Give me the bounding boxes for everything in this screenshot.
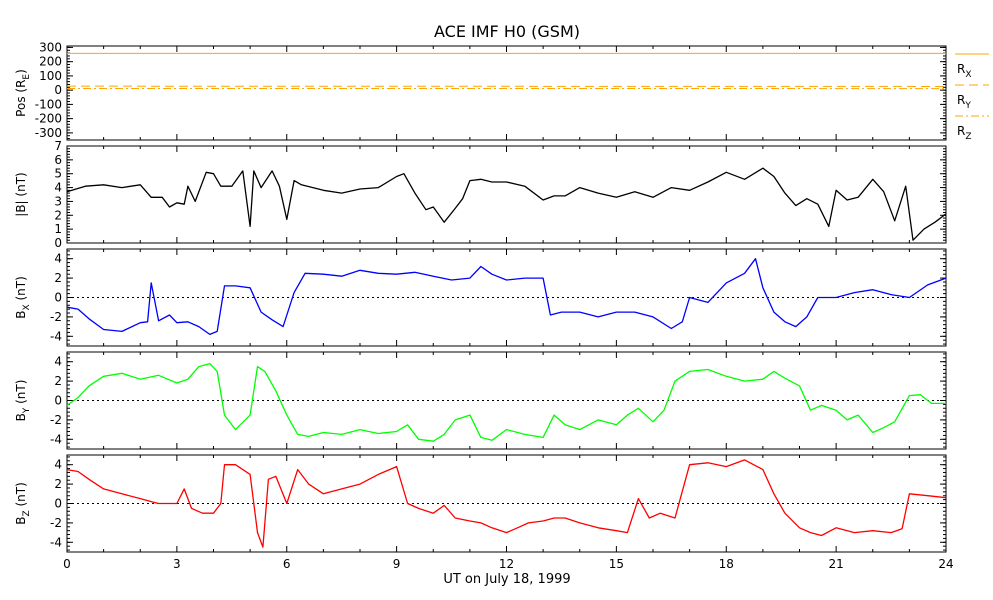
y-tick-label: -100 <box>35 97 62 111</box>
x-tick-label: 6 <box>283 557 291 571</box>
x-tick-label: 9 <box>393 557 401 571</box>
y-tick-label: -4 <box>50 432 62 446</box>
x-tick-label: 18 <box>719 557 734 571</box>
y-tick-label: 3 <box>54 194 62 208</box>
y-tick-label: -300 <box>35 126 62 140</box>
x-tick-label: 21 <box>828 557 843 571</box>
y-tick-label: 200 <box>39 55 62 69</box>
y-tick-label: 300 <box>39 40 62 54</box>
legend-label-RX: RX <box>957 62 972 80</box>
x-axis-label: UT on July 18, 1999 <box>443 572 570 587</box>
y-axis-label: BY (nT) <box>14 380 32 422</box>
y-tick-label: 6 <box>54 153 62 167</box>
series-btotal <box>66 167 947 241</box>
y-tick-label: 4 <box>54 355 62 369</box>
x-tick-label: 24 <box>938 557 953 571</box>
y-tick-label: 0 <box>54 236 62 250</box>
series-bz <box>66 459 947 548</box>
y-tick-label: 2 <box>54 208 62 222</box>
series-bx <box>66 258 947 336</box>
y-tick-label: 7 <box>54 139 62 153</box>
y-tick-label: -200 <box>35 112 62 126</box>
y-tick-label: 0 <box>54 497 62 511</box>
chart-title: ACE IMF H0 (GSM) <box>434 22 580 41</box>
y-tick-label: -4 <box>50 329 62 343</box>
y-tick-label: -2 <box>50 310 62 324</box>
series-by <box>66 362 946 442</box>
y-tick-label: 1 <box>54 222 62 236</box>
y-axis-label: BX (nT) <box>14 276 32 319</box>
x-tick-label: 0 <box>63 557 71 571</box>
y-tick-label: 2 <box>54 271 62 285</box>
y-axis-label: Pos (RE) <box>14 69 32 117</box>
y-tick-label: 0 <box>54 83 62 97</box>
y-tick-label: -4 <box>50 535 62 549</box>
panel-by: -4 -2 0 2 4 BY (nT) <box>14 351 947 450</box>
y-tick-label: 2 <box>54 374 62 388</box>
legend-label-RZ: RZ <box>957 124 972 142</box>
y-tick-label: 4 <box>54 458 62 472</box>
panel-frame <box>66 45 947 141</box>
y-tick-label: 100 <box>39 69 62 83</box>
y-tick-label: -2 <box>50 413 62 427</box>
y-tick-label: 2 <box>54 477 62 491</box>
x-tick-label: 12 <box>499 557 514 571</box>
panel-bz: -4 -2 0 2 4 BZ (nT) <box>14 454 947 553</box>
panel-frame <box>66 145 947 244</box>
panel-bx: -4 -2 0 2 4 BX (nT) <box>14 248 947 347</box>
legend-label-RY: RY <box>957 93 971 111</box>
x-tick-label: 15 <box>609 557 624 571</box>
y-tick-label: 0 <box>54 394 62 408</box>
x-tick-label: 3 <box>173 557 181 571</box>
y-axis-label: BZ (nT) <box>14 482 32 525</box>
y-tick-label: -2 <box>50 516 62 530</box>
y-axis-label: |B| (nT) <box>14 172 28 216</box>
y-tick-label: 0 <box>54 291 62 305</box>
y-tick-label: 4 <box>54 252 62 266</box>
y-tick-label: 5 <box>54 167 62 181</box>
y-tick-label: 4 <box>54 181 62 195</box>
